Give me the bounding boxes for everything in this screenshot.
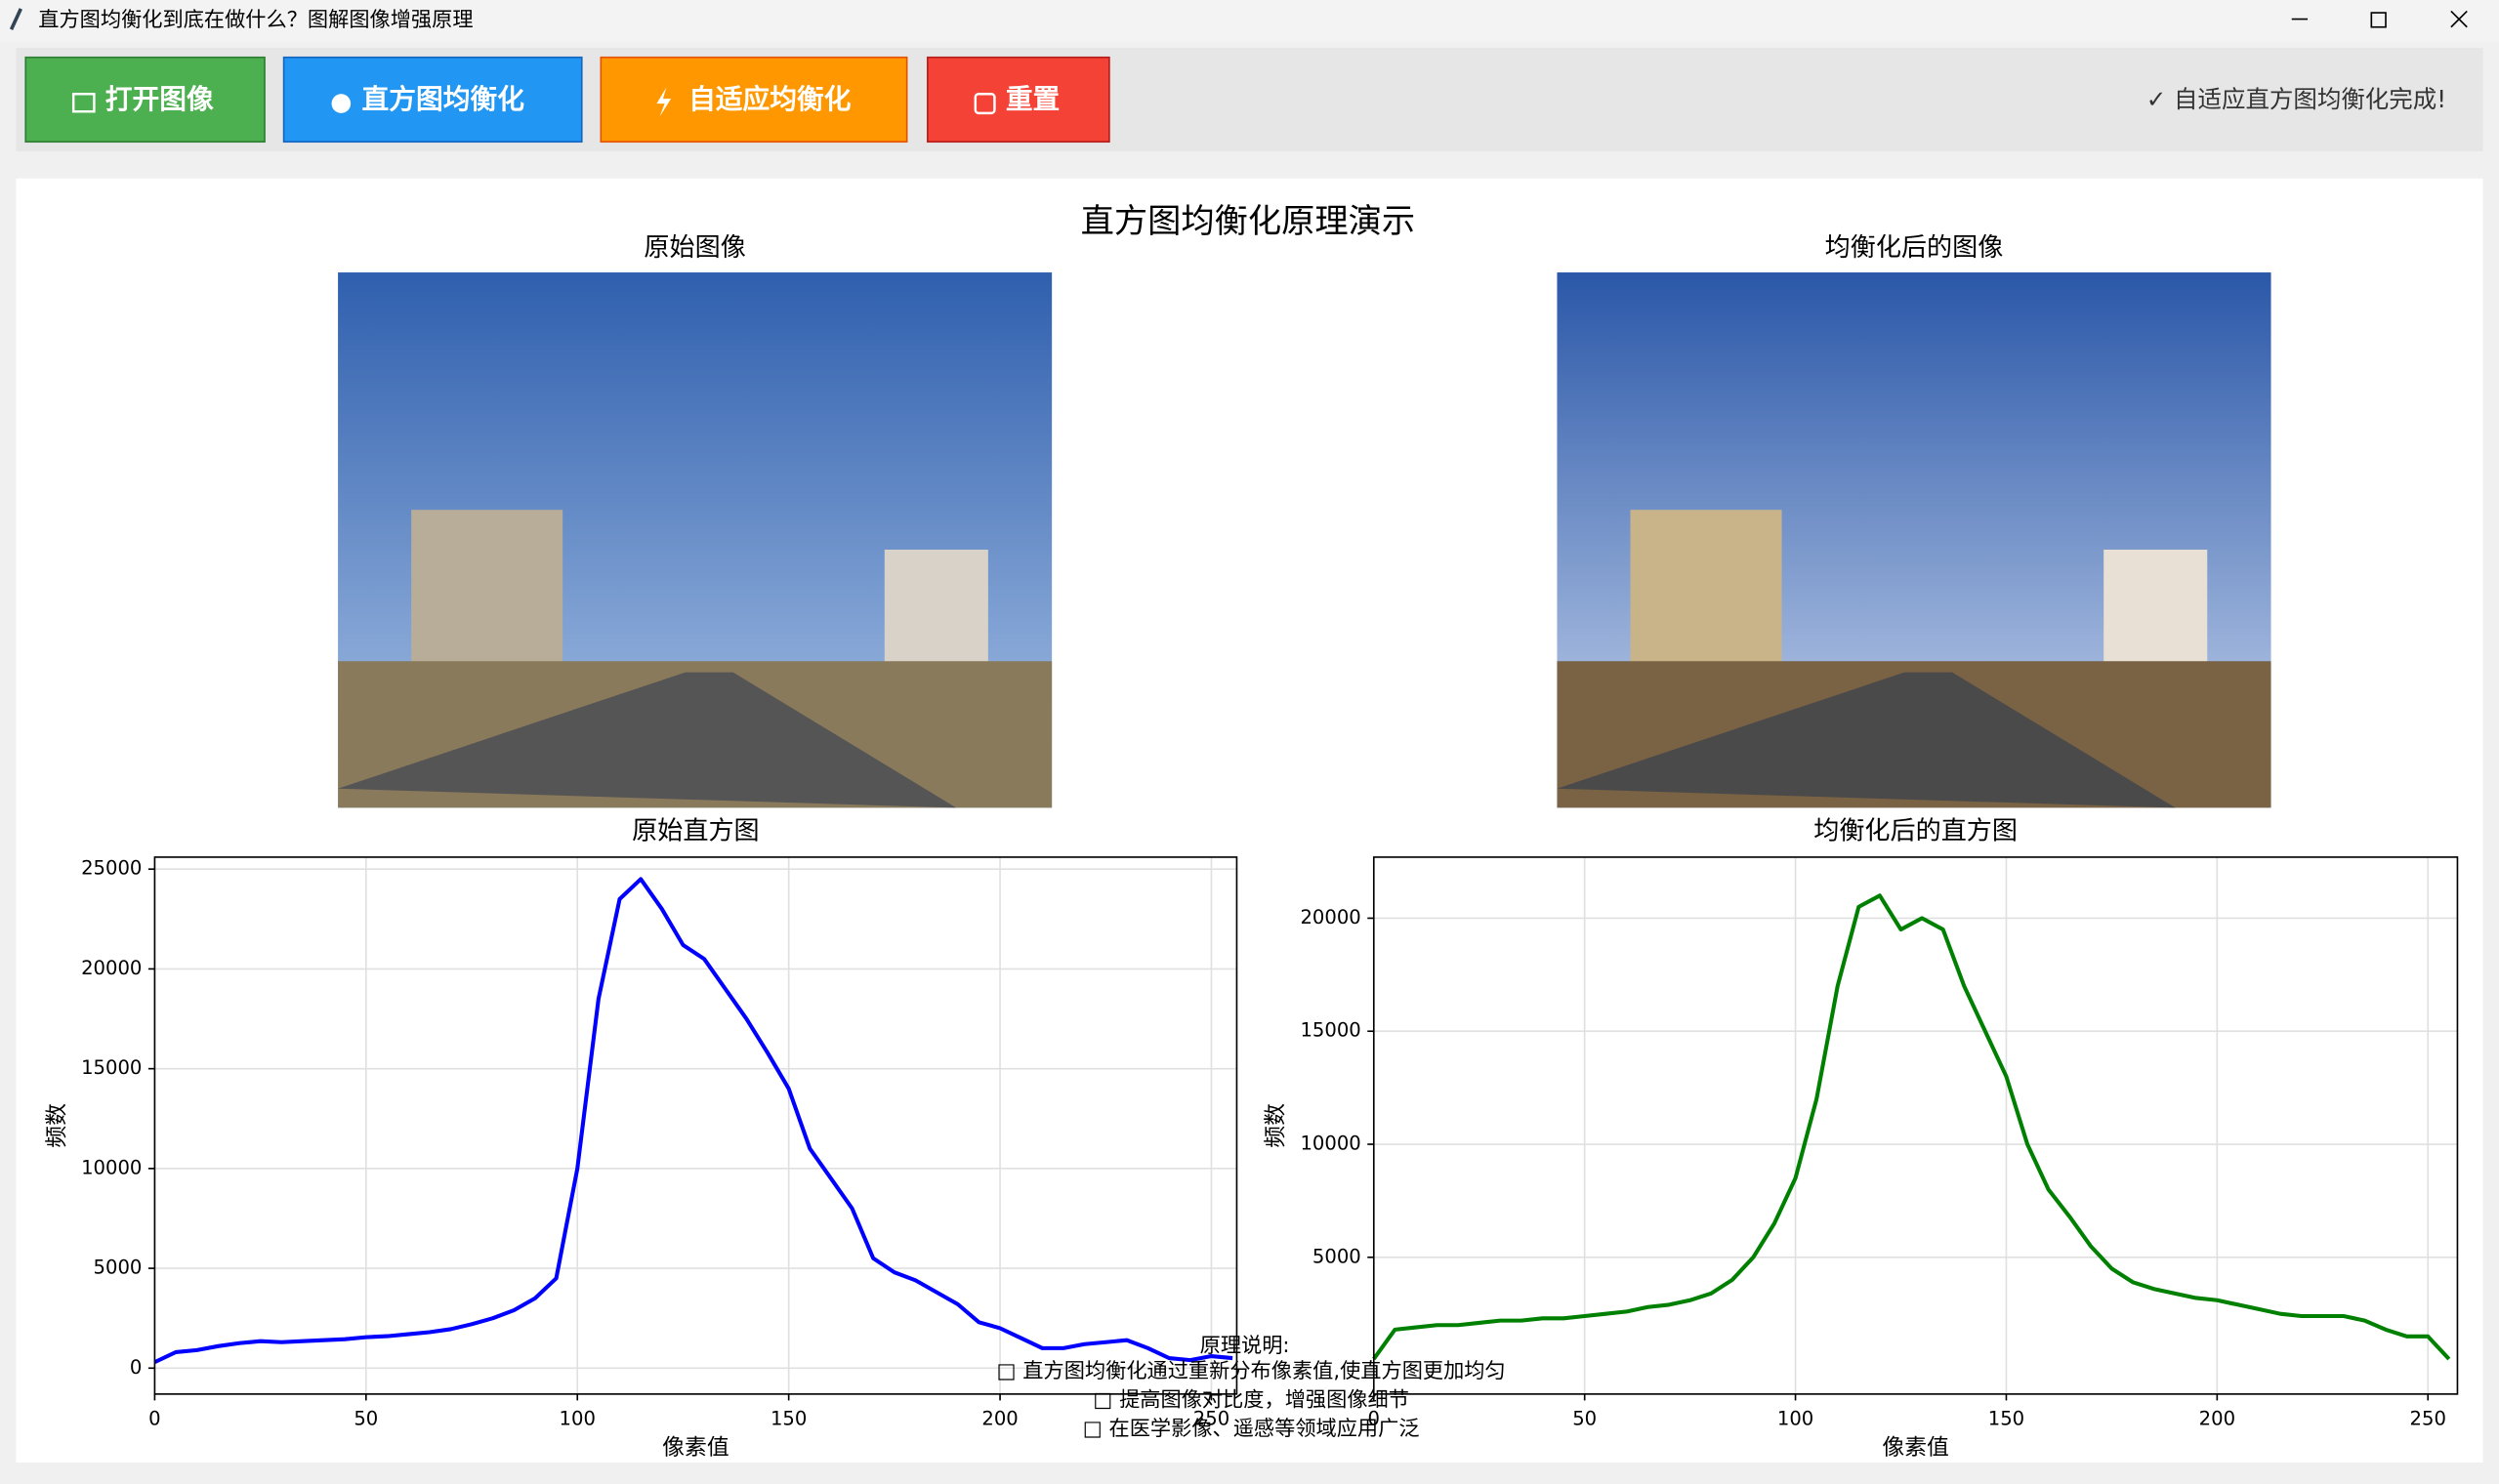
adaptive-button[interactable]: 自适应均衡化 [600,56,908,144]
close-button[interactable] [2450,10,2468,28]
x-tick-label: 100 [1777,1407,1813,1429]
note-heading: 原理说明: [1200,1334,1290,1358]
chart-title: 均衡化后的直方图 [1813,816,2018,845]
original-image [338,272,1053,808]
axes-frame [153,856,1238,1395]
y-tick-label: 5000 [94,1257,143,1279]
button-label: 直方图均衡化 [362,83,525,115]
note-line: □ 直方图均衡化通过重新分布像素值,使直方图更加均匀 [997,1359,1506,1383]
title-bar [0,0,2499,42]
y-tick-label: 20000 [81,957,142,979]
button-icon [331,94,352,113]
open-image-button[interactable]: 打开图像 [24,56,266,144]
note-line: □ 在医学影像、遥感等领域应用广泛 [1083,1417,1420,1441]
restore-button[interactable] [2370,12,2387,28]
x-tick-label: 100 [560,1407,596,1429]
y-tick-label: 10000 [1300,1133,1360,1155]
window-title: 直方图均衡化到底在做什么？图解图像增强原理 [38,8,473,32]
y-tick-label: 15000 [1300,1019,1360,1042]
x-axis-label: 像素值 [662,1435,729,1461]
button-bg [927,56,1110,144]
x-tick-label: 50 [1572,1407,1597,1429]
x-tick-label: 0 [148,1407,160,1429]
figure-title: 直方图均衡化原理演示 [1081,202,1416,241]
y-tick-label: 20000 [1300,906,1360,928]
button-bg [600,56,908,144]
app-icon [9,8,22,31]
button-icon [656,87,672,117]
y-axis-label: 频数 [1264,1103,1289,1148]
x-tick-label: 0 [1368,1407,1380,1429]
y-tick-label: 0 [130,1356,142,1379]
y-axis-label: 频数 [44,1103,69,1148]
equalized-image [1557,272,2271,808]
note-line: □ 提高图像对比度，增强图像细节 [1093,1387,1409,1412]
status-label: ✓ 自适应直方图均衡化完成! [2146,85,2446,113]
x-tick-label: 250 [1193,1407,1229,1429]
button-bg [24,56,266,144]
y-tick-label: 25000 [81,857,142,880]
x-tick-label: 250 [2410,1407,2446,1429]
button-label: 打开图像 [105,83,214,115]
button-icon [974,93,996,115]
image-title: 均衡化后的图像 [1825,233,2004,263]
x-tick-label: 150 [1988,1407,2024,1429]
y-tick-label: 15000 [81,1056,142,1079]
reset-button[interactable]: 重置 [927,56,1110,144]
y-tick-label: 5000 [1312,1245,1361,1267]
x-tick-label: 200 [2199,1407,2235,1429]
histogram-line [153,877,1233,1365]
button-label: 重置 [1006,83,1060,115]
x-tick-label: 200 [981,1407,1018,1429]
equalize-button[interactable]: 直方图均衡化 [282,56,583,144]
image-title: 原始图像 [644,233,745,263]
x-tick-label: 50 [354,1407,378,1429]
histogram-line [1372,893,2451,1361]
button-icon [71,93,96,113]
button-label: 自适应均衡化 [688,83,852,115]
x-tick-label: 150 [771,1407,807,1429]
x-axis-label: 像素值 [1882,1435,1948,1461]
chart-title: 原始直方图 [632,816,759,845]
axes-frame [1372,856,2459,1395]
y-tick-label: 10000 [81,1156,142,1178]
